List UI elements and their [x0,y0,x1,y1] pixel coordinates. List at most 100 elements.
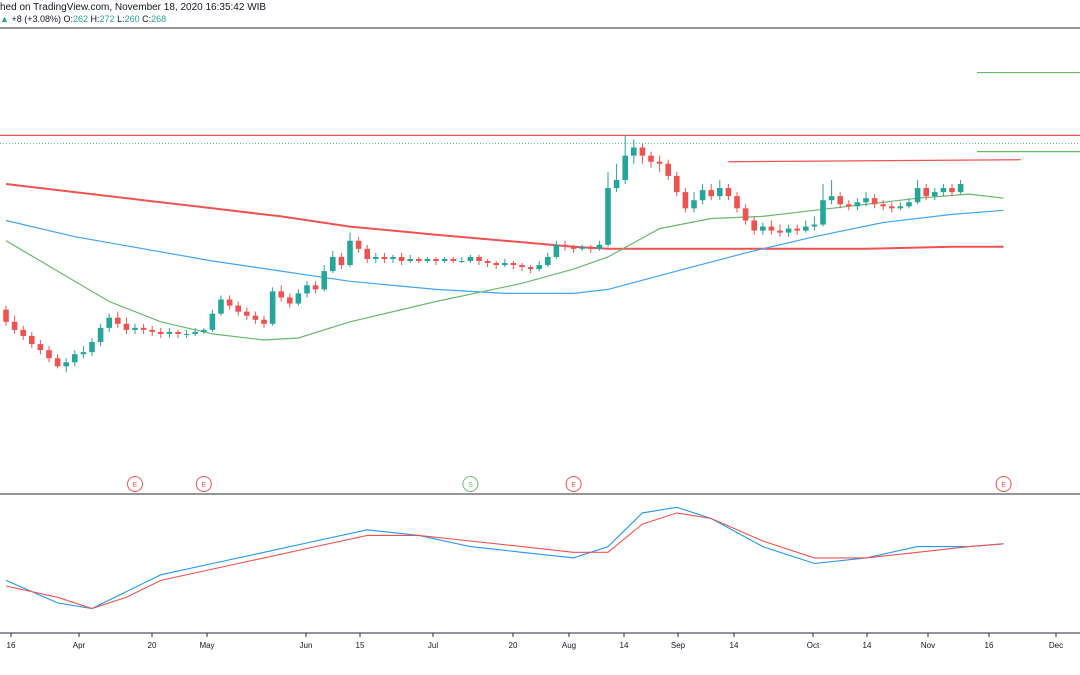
candle-body [46,350,52,359]
candle [89,337,95,357]
ma-line-1 [5,183,1004,250]
candle-body [691,200,697,209]
candle [484,258,491,268]
candle [820,184,826,227]
candle-body [97,327,104,343]
candle-body [373,256,379,259]
candle [742,204,749,225]
candle-body [80,352,87,355]
candle-body [777,230,783,233]
x-tick-label: Jun [300,641,313,650]
candle-body [794,228,800,231]
candle-body [837,196,843,205]
candle-body [252,315,259,320]
candle [175,329,181,338]
candle [72,350,78,367]
candle-body [906,202,912,207]
candle [347,232,353,268]
neckline[interactable] [728,159,1021,163]
candle-body [923,188,929,197]
ohlc-readout: ▲ +8 (+3.08%) O:262 H:272 L:260 C:268 [0,14,166,24]
candle-body [768,226,775,231]
candle [278,285,284,302]
candle [854,198,861,211]
candle-body [330,256,336,272]
candle-body [72,354,78,363]
ma-line-2 [5,209,1004,294]
candle [123,317,130,334]
candle [777,224,783,237]
candle [450,256,456,264]
candle [837,192,843,209]
candle [648,151,654,168]
candle-body [846,204,852,207]
candle [407,254,413,264]
candle-body [631,147,637,156]
candle-body [863,198,869,203]
event-marker-E[interactable]: E [995,476,1012,492]
candle [725,184,732,201]
candle [803,220,809,233]
candle [424,256,431,264]
candle [149,325,155,336]
candle-body [751,220,757,231]
candle [622,135,628,185]
candle [828,179,835,205]
candle-body [355,240,362,249]
candle [398,252,405,266]
candle-body [699,190,706,201]
candle [373,252,379,264]
drawing-lines[interactable] [0,71,1080,163]
candle-body [459,261,465,262]
candle [785,224,792,237]
event-marker-E[interactable]: E [127,476,143,492]
candle-body [622,155,628,180]
event-marker-E[interactable]: E [565,476,582,492]
event-marker-E[interactable]: E [195,476,212,492]
event-label: E [1001,482,1006,489]
event-marker-S[interactable]: S [462,476,479,492]
signal-line [5,512,1004,610]
close-value: 268 [151,14,167,24]
candle [295,289,302,306]
candle [226,295,233,310]
candle-body [811,224,818,227]
candle-body [295,293,302,304]
candle-body [166,331,173,334]
candle-body [416,258,422,261]
x-tick-label: 20 [148,641,157,650]
candle-body [519,265,525,268]
candle [656,155,663,172]
candle-body [433,258,439,261]
candle [433,256,439,266]
candle-body [63,362,69,367]
candle-body [914,188,921,203]
candle-body [407,258,413,261]
candle [682,188,689,213]
candle [760,222,766,235]
candle-body [648,155,654,162]
candle [708,184,714,201]
candle-body [424,258,431,261]
candle-body [476,256,482,261]
candle-body [226,299,233,306]
x-tick-label: 14 [620,641,629,650]
candle [923,184,929,201]
candle-body [261,319,267,324]
candle-body [545,256,551,266]
candle-body [29,335,35,345]
candle [140,323,147,334]
candle [37,340,44,355]
candle [269,287,276,326]
candle [699,184,706,205]
macd-line [5,506,1004,610]
candle [158,327,164,338]
candle-body [613,179,620,189]
candle [63,358,69,373]
candle-body [441,258,448,261]
x-tick-label: Apr [73,641,86,650]
candle-body [562,244,568,247]
x-tick-label: Dec [1049,641,1063,650]
